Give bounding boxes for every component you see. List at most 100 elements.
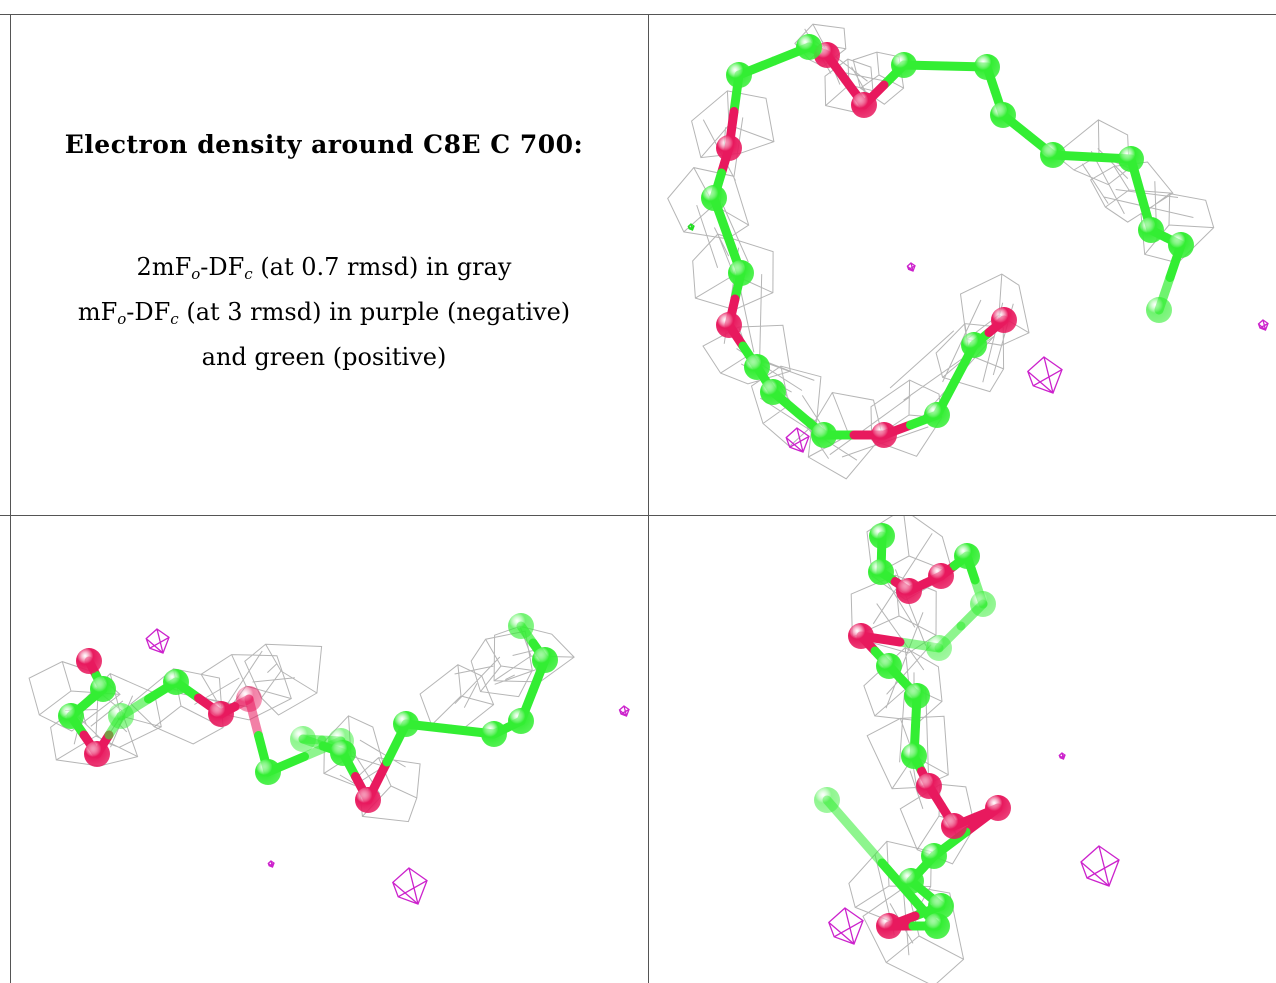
carbon-atom xyxy=(814,787,840,813)
oxygen-atom xyxy=(928,563,954,589)
carbon-atom xyxy=(508,613,534,639)
view-bottom-left xyxy=(11,516,648,983)
oxygen-atom xyxy=(851,92,877,118)
carbon-atom xyxy=(924,913,950,939)
view-bottom-right xyxy=(649,516,1276,983)
carbon-atom xyxy=(330,740,356,766)
carbon-atom xyxy=(1118,146,1144,172)
carbon-atom xyxy=(726,62,752,88)
carbon-atom xyxy=(532,647,558,673)
caption-cell: Electron density around C8E C 700: 2mFo-… xyxy=(0,0,648,515)
oxygen-atom xyxy=(941,813,967,839)
carbon-atom xyxy=(898,868,924,894)
oxygen-atom xyxy=(208,701,234,727)
carbon-atom xyxy=(393,711,419,737)
table-border-left xyxy=(10,14,11,983)
caption-legend: 2mFo-DFc (at 0.7 rmsd) in gray mFo-DFc (… xyxy=(0,248,648,376)
carbon-atom xyxy=(961,332,987,358)
carbon-atom xyxy=(728,260,754,286)
oxygen-atom xyxy=(76,648,102,674)
legend-2fofc-post: (at 0.7 rmsd) in gray xyxy=(252,253,512,281)
carbon-atom xyxy=(954,543,980,569)
carbon-atom xyxy=(1168,232,1194,258)
mesh-negative-3 xyxy=(906,262,916,272)
carbon-atom xyxy=(924,402,950,428)
legend-2fofc-pre: 2mF xyxy=(136,253,192,281)
carbon-atom xyxy=(1040,142,1066,168)
table-border-top xyxy=(0,14,1276,15)
legend-fofc-pre: mF xyxy=(77,298,118,326)
legend-2fofc-sub-c: c xyxy=(244,265,253,283)
legend-2fofc-mid: -DF xyxy=(200,253,245,281)
molecule-view-bottom-right xyxy=(814,516,1120,983)
legend-2fofc-line: 2mFo-DFc (at 0.7 rmsd) in gray xyxy=(0,248,648,293)
oxygen-atom xyxy=(848,623,874,649)
carbon-atom xyxy=(255,759,281,785)
bond xyxy=(877,858,942,931)
carbon-atom xyxy=(58,703,84,729)
carbon-atom xyxy=(163,669,189,695)
table-divider-vertical xyxy=(648,14,649,983)
legend-positive-line: and green (positive) xyxy=(201,343,447,371)
mesh-negative-4 xyxy=(267,860,275,868)
legend-fofc-sub-o: o xyxy=(117,310,127,328)
carbon-atom xyxy=(974,54,1000,80)
carbon-atom xyxy=(108,703,134,729)
carbon-atom xyxy=(970,591,996,617)
mesh-negative-1 xyxy=(1027,356,1063,394)
mesh-2fofc-right xyxy=(419,625,575,729)
carbon-atom xyxy=(876,653,902,679)
mesh-2fofc-right-lines xyxy=(419,625,575,729)
carbon-atom xyxy=(926,635,952,661)
mesh-negative-1 xyxy=(828,907,864,945)
mesh-negative-4 xyxy=(1257,319,1269,331)
mesh-negative-2 xyxy=(392,867,428,905)
carbon-atom xyxy=(1146,297,1172,323)
carbon-atom xyxy=(921,843,947,869)
oxygen-atom xyxy=(991,307,1017,333)
view-top-right xyxy=(649,15,1276,515)
oxygen-atom xyxy=(876,913,902,939)
legend-2fofc-sub-o: o xyxy=(191,265,201,283)
carbon-atom xyxy=(868,559,894,585)
carbon-atom xyxy=(744,354,770,380)
oxygen-atom xyxy=(916,773,942,799)
caption-title: Electron density around C8E C 700: xyxy=(64,130,584,159)
oxygen-atom xyxy=(236,686,262,712)
carbon-atom xyxy=(990,102,1016,128)
table-divider-middle xyxy=(0,515,1276,516)
oxygen-atom xyxy=(871,422,897,448)
carbon-atom xyxy=(701,185,727,211)
mesh-negative-1 xyxy=(145,628,170,654)
legend-fofc-sub-c: c xyxy=(170,310,179,328)
carbon-atom xyxy=(869,523,895,549)
bond xyxy=(822,795,887,868)
carbon-atom xyxy=(1138,217,1164,243)
molecule-view-bottom-left xyxy=(28,613,630,905)
carbon-atom xyxy=(760,379,786,405)
mesh-positive-1 xyxy=(687,223,695,231)
carbon-atom xyxy=(90,676,116,702)
mesh-negative-3 xyxy=(618,705,630,717)
legend-fofc-post: (at 3 rmsd) in purple (negative) xyxy=(178,298,571,326)
mesh-negative-3 xyxy=(1058,752,1066,760)
legend-fofc-mid: -DF xyxy=(126,298,171,326)
mesh-negative-2 xyxy=(1080,845,1120,887)
carbon-atom xyxy=(796,34,822,60)
oxygen-atom xyxy=(716,312,742,338)
oxygen-atom xyxy=(355,787,381,813)
carbon-atom xyxy=(481,721,507,747)
carbon-atom xyxy=(928,893,954,919)
carbon-atom xyxy=(290,726,316,752)
oxygen-atom xyxy=(84,741,110,767)
carbon-atom xyxy=(811,422,837,448)
oxygen-atom xyxy=(716,135,742,161)
molecule-view-top-right xyxy=(667,23,1269,480)
carbon-atom xyxy=(904,683,930,709)
legend-fofc-line: mFo-DFc (at 3 rmsd) in purple (negative) xyxy=(0,293,648,338)
carbon-atom xyxy=(901,743,927,769)
mesh-negative-2 xyxy=(785,427,810,453)
carbon-atom xyxy=(508,708,534,734)
oxygen-atom xyxy=(985,795,1011,821)
